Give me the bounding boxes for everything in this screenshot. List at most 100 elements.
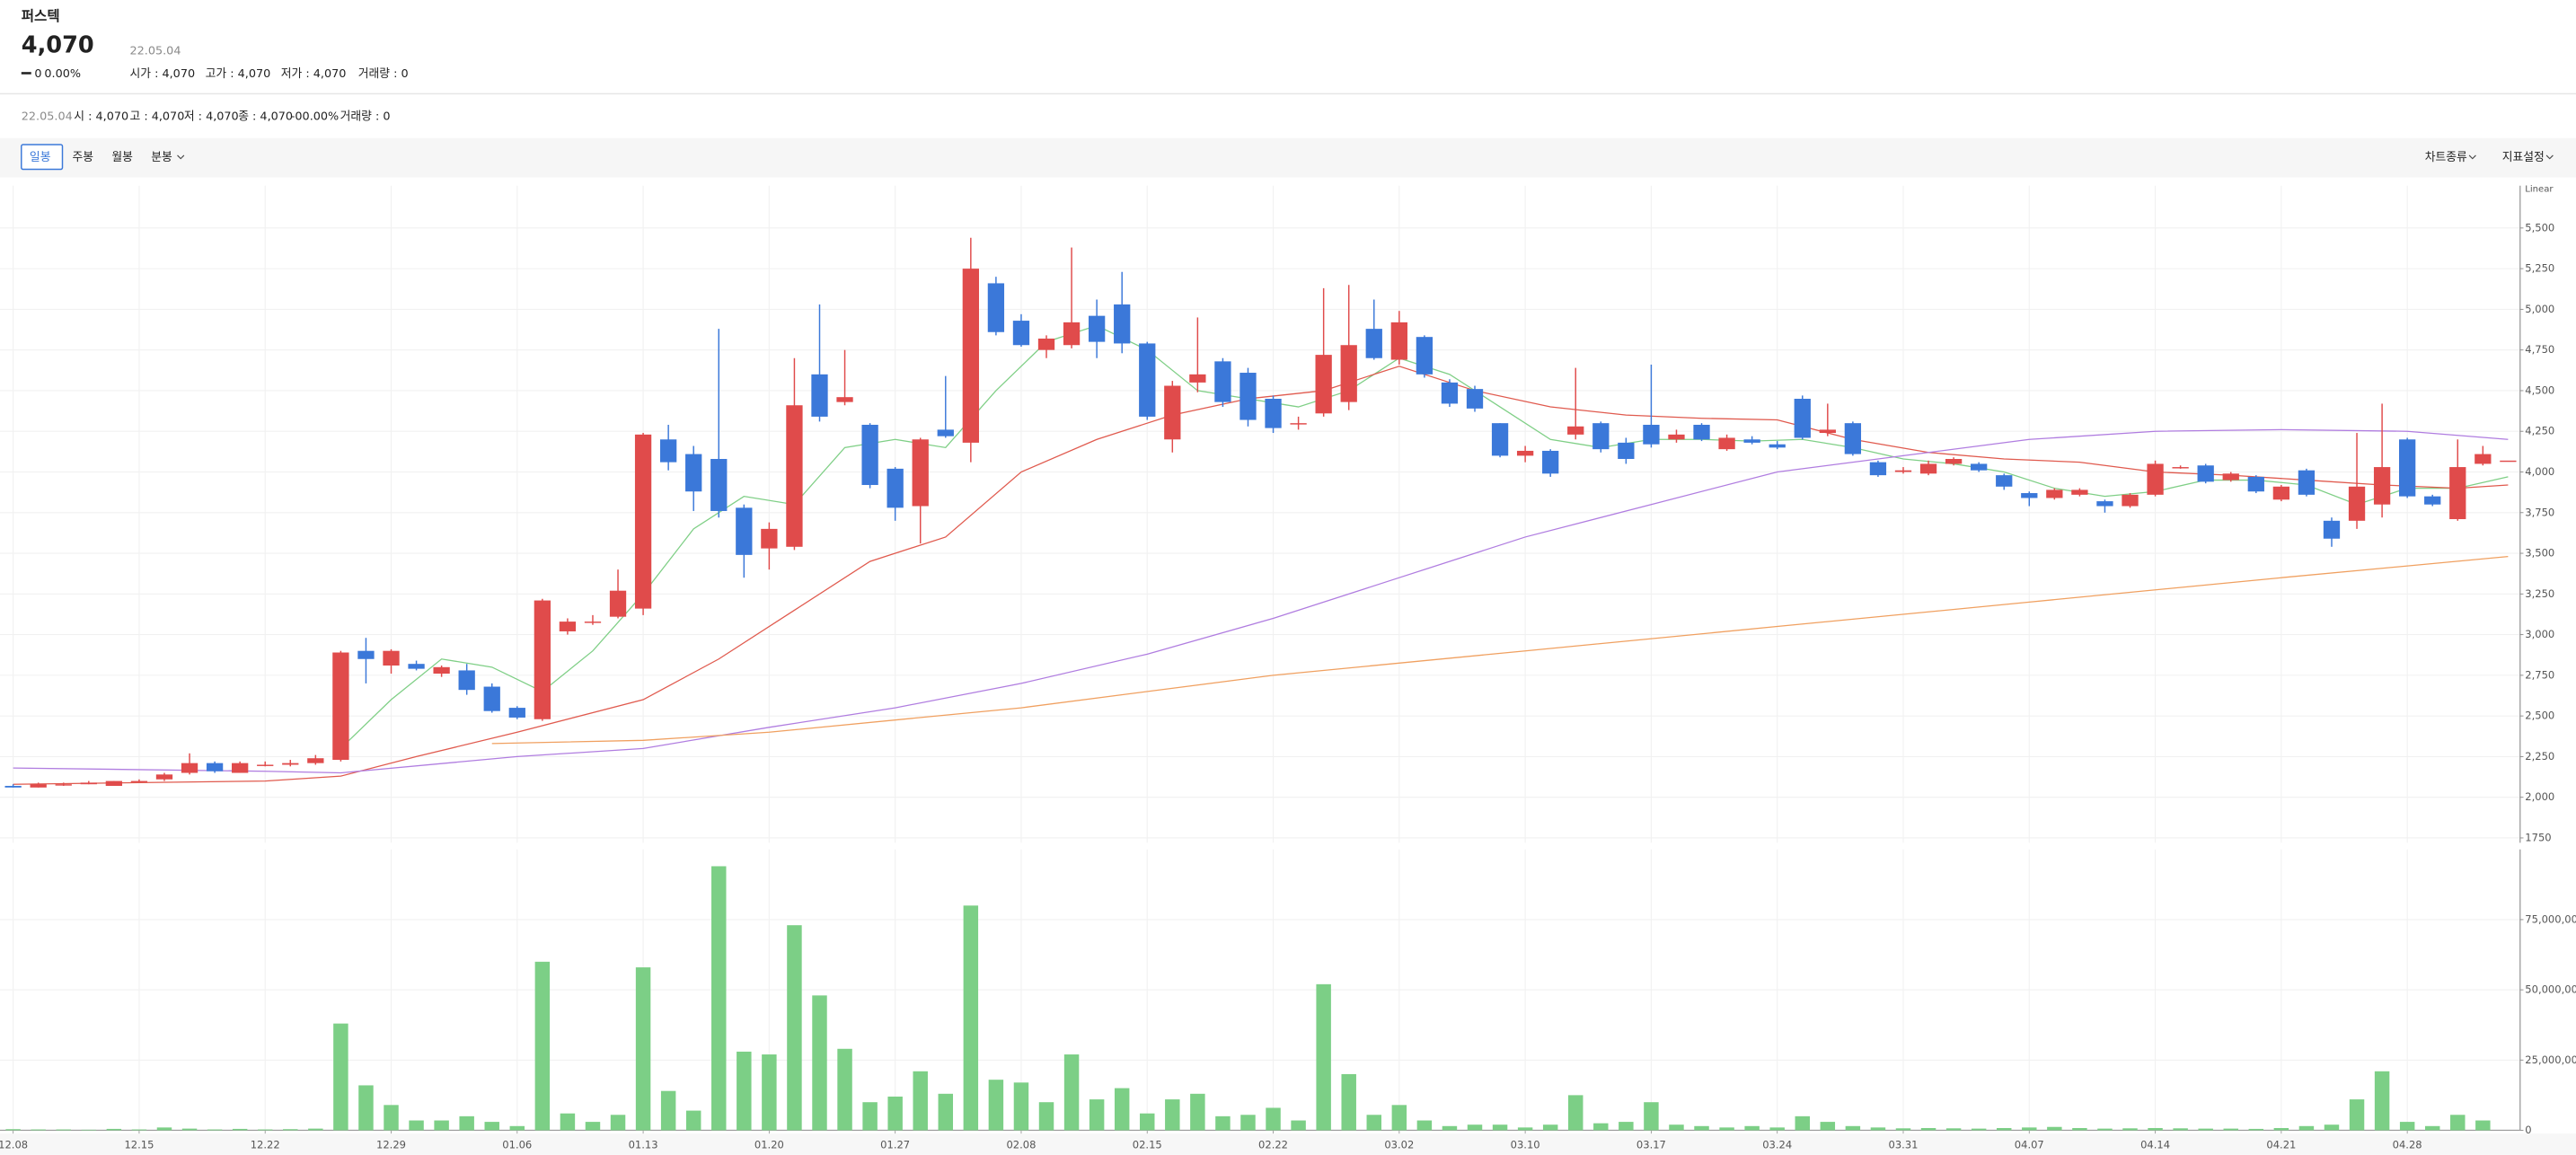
candle-body — [2046, 489, 2063, 498]
volume-bar — [2022, 1127, 2037, 1131]
candle-body — [811, 374, 828, 417]
y-tick-label: 75,000,000 — [2525, 913, 2576, 925]
candle-body — [2272, 486, 2290, 500]
volume-bar — [1492, 1124, 1508, 1131]
volume-bar — [1341, 1073, 1356, 1131]
candle-body — [1794, 399, 1811, 438]
summary-change-pct: 0.00% — [303, 110, 340, 123]
y-tick-label: 4,000 — [2525, 465, 2554, 478]
volume-bar — [963, 905, 979, 1131]
candle-body — [1945, 459, 1963, 464]
candle-body — [1668, 434, 1685, 440]
volume-bar — [711, 866, 727, 1131]
volume-bar — [81, 1129, 97, 1131]
volume-bar — [434, 1120, 449, 1131]
candle-body — [1088, 315, 1106, 342]
candle-body — [508, 708, 525, 718]
y-tick-label: 3,500 — [2525, 547, 2554, 560]
candle-body — [80, 782, 97, 785]
x-axis-band — [0, 1133, 2576, 1155]
x-tick-label: 04.14 — [2140, 1138, 2170, 1151]
candle-body — [383, 650, 400, 666]
summary-open: 시 : 4,070 — [74, 110, 128, 123]
candle-body — [1592, 423, 1610, 450]
y-tick-label: 3,000 — [2525, 628, 2554, 640]
volume-bar — [787, 925, 802, 1131]
scale-mode: Linear — [2525, 184, 2554, 194]
candle-body — [962, 269, 979, 443]
tab-button[interactable] — [21, 144, 64, 171]
y-tick-label: 1750 — [2525, 831, 2551, 843]
candle-body — [836, 397, 853, 402]
quote-date: 22.05.04 — [129, 44, 181, 57]
volume-bar — [1795, 1115, 1810, 1131]
candle-body — [2399, 439, 2416, 497]
volume-bar — [1542, 1124, 1558, 1131]
chart-type-menu[interactable]: 차트종류 — [2425, 151, 2467, 164]
tab-label[interactable]: 일봉 — [30, 151, 51, 164]
candle-body — [887, 468, 904, 508]
volume-bar — [1266, 1107, 1281, 1131]
volume-bar — [2122, 1128, 2138, 1131]
candle-body — [2500, 460, 2517, 463]
volume-bar — [887, 1096, 903, 1131]
indicator-menu[interactable]: 지표설정 — [2502, 151, 2545, 164]
y-tick-label: 2,750 — [2525, 668, 2554, 681]
volume-bar — [534, 961, 551, 1131]
volume-bar — [156, 1127, 172, 1131]
candle-body — [257, 764, 274, 766]
volume-bar — [2148, 1127, 2163, 1131]
candle-body — [1139, 343, 1156, 417]
tab-label[interactable]: 월봉 — [111, 151, 133, 164]
candle-body — [232, 763, 249, 773]
volume-bar — [1669, 1124, 1684, 1131]
candle-body — [2348, 486, 2366, 521]
candle-body — [357, 650, 375, 659]
candle-body — [1643, 424, 1660, 445]
volume: 거래량 : 0 — [358, 67, 409, 81]
candle-body — [2247, 476, 2264, 492]
x-tick-label: 03.10 — [1511, 1138, 1540, 1151]
candle-body — [1114, 304, 1131, 344]
volume-bar — [837, 1048, 852, 1131]
volume-bar — [1316, 983, 1331, 1131]
volume-bar — [1945, 1128, 1962, 1131]
volume-bar — [660, 1090, 676, 1131]
candle-body — [685, 454, 702, 492]
candle-body — [2449, 467, 2466, 520]
summary-close: 종 : 4,070 — [238, 110, 293, 123]
candle-body — [408, 664, 425, 669]
volume-bar — [2248, 1128, 2264, 1131]
volume-bar — [1140, 1113, 1155, 1131]
volume-bar — [1416, 1120, 1433, 1131]
x-tick-label: 02.08 — [1006, 1138, 1036, 1151]
volume-bar — [1744, 1125, 1760, 1131]
tab-label[interactable]: 주봉 — [72, 151, 93, 164]
open-price: 시가 : 4,070 — [129, 67, 195, 81]
candle-body — [1189, 374, 1206, 383]
volume-bar — [762, 1054, 777, 1131]
volume-bar — [2273, 1127, 2289, 1131]
candle-body — [634, 434, 652, 609]
volume-bar — [5, 1129, 21, 1131]
y-tick-label: 2,500 — [2525, 710, 2554, 722]
volume-bar — [1442, 1125, 1458, 1131]
candle-body — [206, 763, 224, 771]
volume-bar — [812, 995, 827, 1131]
candle-body — [2323, 520, 2341, 539]
volume-bar — [2298, 1125, 2315, 1131]
volume-bar — [610, 1115, 626, 1131]
candle-body — [458, 670, 475, 691]
x-tick-label: 02.22 — [1258, 1138, 1288, 1151]
volume-bar — [484, 1122, 499, 1131]
candle-body — [307, 758, 324, 763]
y-tick-label: 4,250 — [2525, 425, 2554, 437]
tab-label[interactable]: 분봉 — [151, 151, 172, 164]
volume-bar — [913, 1071, 928, 1131]
candle-body — [1919, 463, 1937, 474]
volume-bar — [1870, 1127, 1886, 1131]
candle-body — [282, 763, 299, 765]
volume-bar — [737, 1051, 752, 1131]
volume-bar — [1291, 1120, 1306, 1131]
